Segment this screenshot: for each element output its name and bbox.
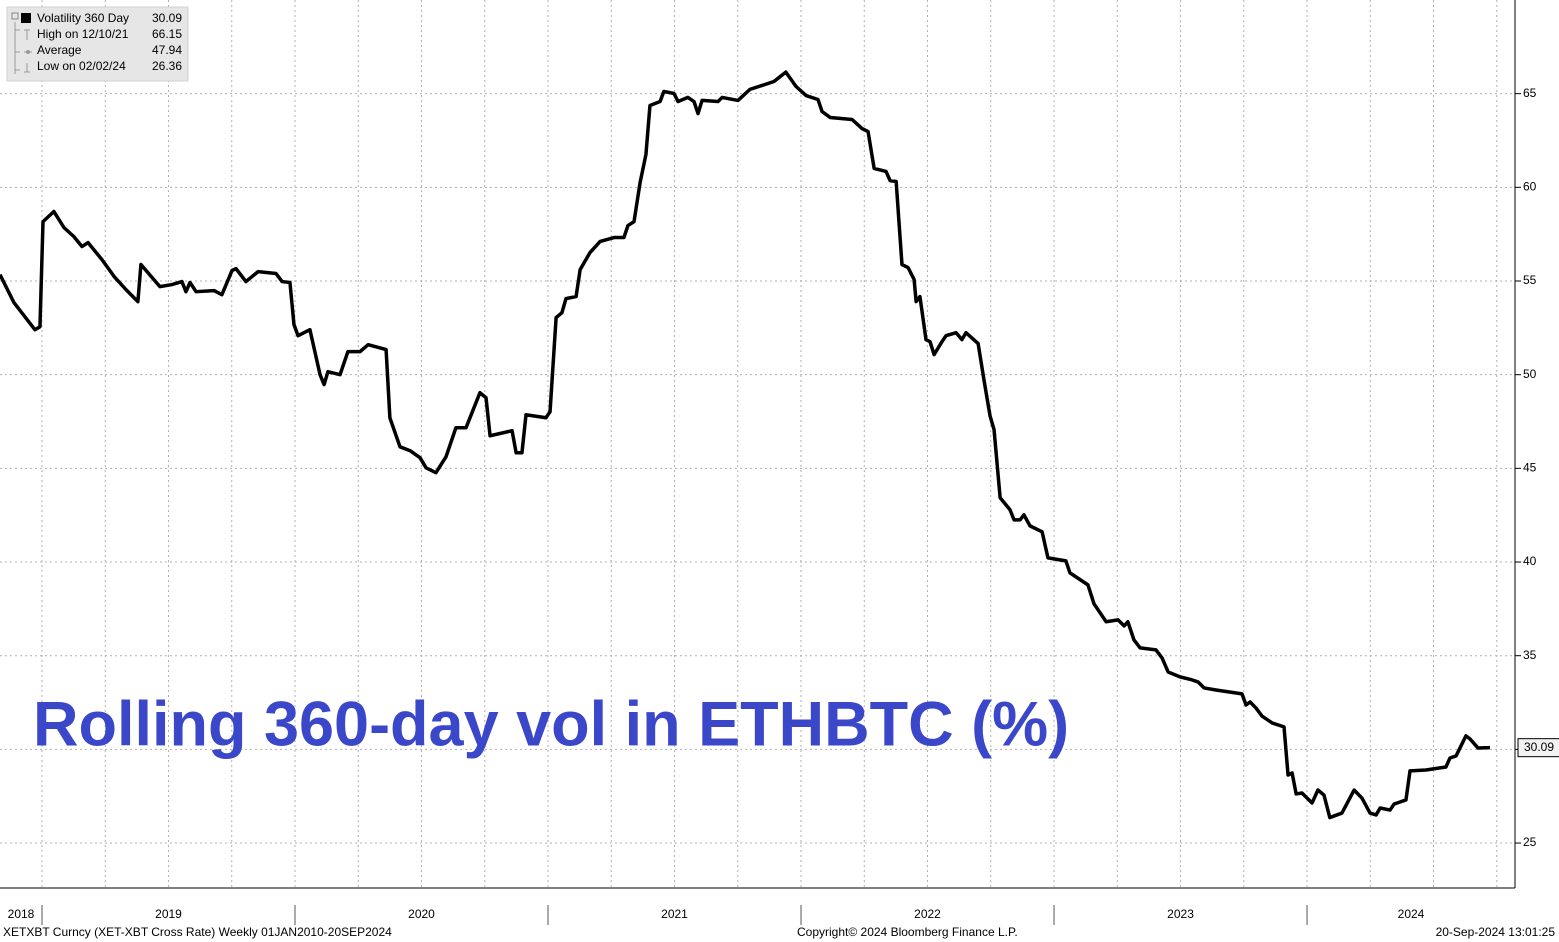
last-value-tag xyxy=(1517,738,1559,758)
x-tick-label: 2019 xyxy=(155,907,182,921)
legend-label: High on 12/10/21 xyxy=(37,27,129,41)
legend-icon xyxy=(26,50,30,54)
y-tick-label: 55 xyxy=(1523,273,1537,287)
x-tick-label: 2018 xyxy=(8,907,35,921)
x-tick-label: 2021 xyxy=(661,907,688,921)
x-tick-label: 2020 xyxy=(408,907,435,921)
last-value-label: 30.09 xyxy=(1524,740,1554,754)
legend-label: Volatility 360 Day xyxy=(37,11,129,25)
footer-timestamp: 20-Sep-2024 13:01:25 xyxy=(1436,925,1556,939)
x-tick-label: 2022 xyxy=(914,907,941,921)
line-series xyxy=(0,70,1491,820)
y-tick-label: 45 xyxy=(1523,461,1537,475)
y-tick-label: 25 xyxy=(1523,835,1537,849)
footer-source: XETXBT Curncy (XET-XBT Cross Rate) Weekl… xyxy=(3,925,392,939)
x-tick-label: 2023 xyxy=(1167,907,1194,921)
y-tick-label: 35 xyxy=(1523,648,1537,662)
y-tick-label: 50 xyxy=(1523,367,1537,381)
y-tick-label: 40 xyxy=(1523,554,1537,568)
grid xyxy=(0,0,1515,888)
x-tick-label: 2024 xyxy=(1398,907,1425,921)
legend-value: 66.15 xyxy=(152,27,182,41)
legend-label: Low on 02/02/24 xyxy=(37,59,126,73)
legend: Volatility 360 Day 30.09 High on 12/10/2… xyxy=(6,6,189,82)
legend-box xyxy=(6,6,189,82)
legend-value: 47.94 xyxy=(152,43,182,57)
footer-copyright: Copyright© 2024 Bloomberg Finance L.P. xyxy=(797,925,1018,939)
legend-label: Average xyxy=(37,43,82,57)
plot xyxy=(0,70,1491,820)
y-tick-label: 60 xyxy=(1523,180,1537,194)
legend-swatch xyxy=(21,13,31,23)
annotation: Rolling 360-day vol in ETHBTC (%) xyxy=(33,690,1069,760)
legend-toggle xyxy=(11,12,19,20)
legend-value: 26.36 xyxy=(152,59,182,73)
legend-value: 30.09 xyxy=(152,11,182,25)
y-tick-label: 65 xyxy=(1523,86,1537,100)
